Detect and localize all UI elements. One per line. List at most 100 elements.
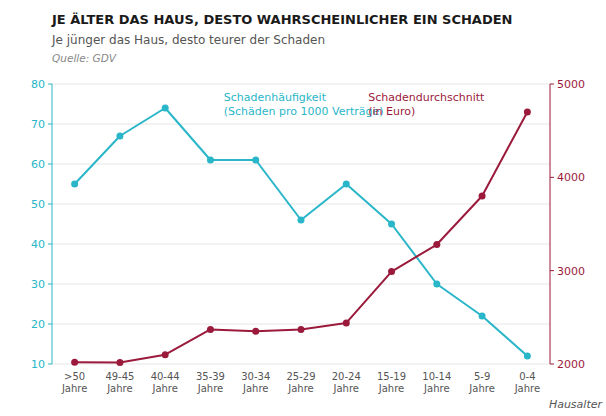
text-line: 0-4 [519, 371, 535, 382]
tick-label: 40-44Jahre [151, 371, 180, 394]
grid [52, 84, 550, 364]
tick-label: 10-14Jahre [422, 371, 451, 394]
tick-label: 60 [31, 158, 45, 171]
point [524, 353, 531, 360]
tick-label: 70 [31, 118, 45, 131]
text-line: Jahre [514, 383, 540, 394]
text-line: 49-45 [105, 371, 134, 382]
tick-label: 5000 [557, 78, 585, 91]
text-line: Jahre [333, 383, 359, 394]
line [75, 112, 528, 363]
tick [48, 284, 52, 285]
text-line: 15-19 [377, 371, 406, 382]
tick-label: 35-39Jahre [196, 371, 225, 394]
grid-line [52, 324, 550, 325]
text-line: (Schäden pro 1000 Verträge) [224, 105, 384, 118]
tick-label: 50 [31, 198, 45, 211]
tick [48, 84, 52, 85]
grid-line [52, 84, 550, 85]
text-line: Jahre [151, 383, 177, 394]
chart: JE ÄLTER DAS HAUS, DESTO WAHRSCHEINLICHE… [0, 0, 606, 416]
text-line: Jahre [378, 383, 404, 394]
series [71, 109, 531, 367]
point [343, 319, 350, 326]
text-line: 25-29 [286, 371, 315, 382]
tick-label: 0-4Jahre [514, 371, 540, 394]
y-axis-right: 2000 3000 4000 5000 [550, 78, 585, 371]
point [116, 359, 123, 366]
tick-label: 49-45Jahre [105, 371, 134, 394]
series [71, 105, 531, 360]
tick-label: 4000 [557, 171, 585, 184]
tick-label: 10 [31, 358, 45, 371]
tick [48, 364, 52, 365]
tick [550, 364, 554, 365]
tick-label: 5-9Jahre [468, 371, 494, 394]
point [162, 105, 169, 112]
x-axis-label: Hausalter [549, 398, 604, 411]
text-line: Schadendurchschnitt [368, 91, 485, 104]
tick [48, 124, 52, 125]
point [207, 326, 214, 333]
grid-line [52, 284, 550, 285]
tick-label: 30 [31, 278, 45, 291]
text-line: Jahre [242, 383, 268, 394]
text-line: 5-9 [474, 371, 490, 382]
point [479, 193, 486, 200]
point [252, 157, 259, 164]
point [524, 109, 531, 116]
point [433, 241, 440, 248]
text-line: Jahre [197, 383, 223, 394]
point [343, 181, 350, 188]
tick [550, 177, 554, 178]
tick-label: >50Jahre [61, 371, 87, 394]
line [75, 108, 528, 356]
text-line: (in Euro) [368, 105, 415, 118]
text-line: Jahre [106, 383, 132, 394]
series-label: Schadendurchschnitt(in Euro) [368, 91, 485, 118]
tick [48, 324, 52, 325]
tick-label: 30-34Jahre [241, 371, 270, 394]
grid-line [52, 244, 550, 245]
axis-line [52, 84, 53, 364]
text-line: 40-44 [151, 371, 180, 382]
point [479, 313, 486, 320]
text-line: Jahre [61, 383, 87, 394]
point [71, 181, 78, 188]
text-line: 20-24 [332, 371, 361, 382]
series-label: Schadenhäufigkeit(Schäden pro 1000 Vertr… [224, 91, 384, 118]
tick-label: 80 [31, 78, 45, 91]
point [298, 217, 305, 224]
point [207, 157, 214, 164]
text-line: Schadenhäufigkeit [224, 91, 327, 104]
tick-label: 40 [31, 238, 45, 251]
point [298, 326, 305, 333]
text-line: Jahre [287, 383, 313, 394]
x-axis: >50Jahre49-45Jahre40-44Jahre35-39Jahre30… [61, 371, 540, 394]
tick-label: 25-29Jahre [286, 371, 315, 394]
grid-line [52, 364, 550, 365]
text-line: >50 [64, 371, 85, 382]
axis-line [550, 84, 551, 364]
point [433, 281, 440, 288]
tick-label: 20-24Jahre [332, 371, 361, 394]
tick [550, 84, 554, 85]
tick [48, 164, 52, 165]
subtitle: Je jünger das Haus, desto teurer der Sch… [51, 33, 325, 47]
point [388, 221, 395, 228]
point [162, 351, 169, 358]
tick-label: 3000 [557, 265, 585, 278]
point [71, 359, 78, 366]
text-line: 35-39 [196, 371, 225, 382]
text-line: 10-14 [422, 371, 451, 382]
tick-label: 2000 [557, 358, 585, 371]
text-line: Jahre [468, 383, 494, 394]
grid-line [52, 124, 550, 125]
point [388, 268, 395, 275]
tick-label: 15-19Jahre [377, 371, 406, 394]
y-axis-left: 1020304050607080 [31, 78, 52, 371]
source: Quelle: GDV [52, 52, 117, 64]
plot-area [71, 105, 531, 367]
title: JE ÄLTER DAS HAUS, DESTO WAHRSCHEINLICHE… [51, 12, 512, 27]
text-line: 30-34 [241, 371, 270, 382]
